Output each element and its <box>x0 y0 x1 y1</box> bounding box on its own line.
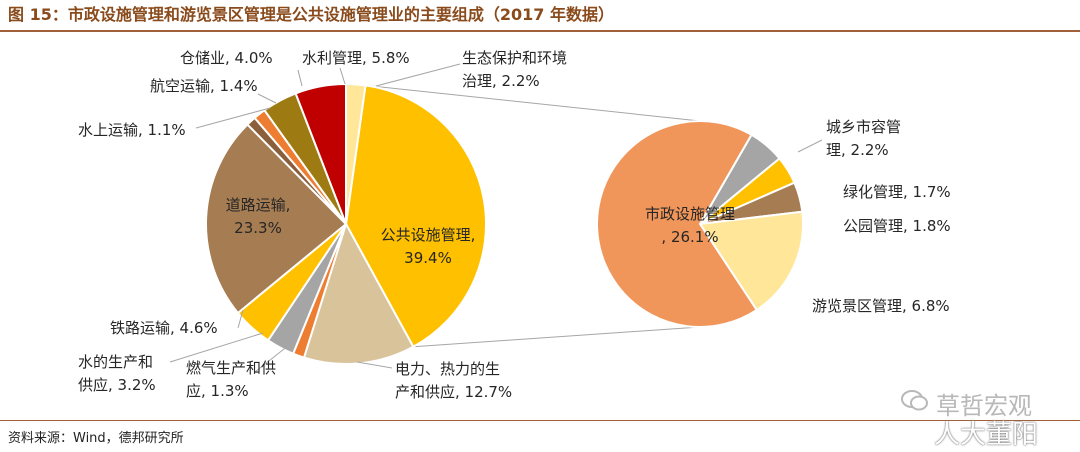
slice-游览景区管理 <box>698 210 804 312</box>
label-line: 水利管理, 5.8% <box>302 49 410 67</box>
leader-航空运输 <box>257 93 277 104</box>
slice-labels: 公共设施管理, 39.4% 电力、热力的生产和供应, 12.7% 燃气生产和供应, 1… <box>78 49 951 401</box>
label-铁路运输: 铁路运输, 4.6% <box>110 319 218 337</box>
label-line: 23.3% <box>234 219 282 237</box>
label-水上运输: 水上运输, 1.1% <box>78 121 186 139</box>
title-rule <box>0 30 1080 32</box>
label-水利管理: 水利管理, 5.8% <box>302 49 410 67</box>
leader-铁路运输 <box>237 309 244 329</box>
leader-仓储业 <box>297 69 303 87</box>
label-公园管理: 公园管理, 1.8% <box>843 217 951 235</box>
zoom-connectors <box>365 84 701 348</box>
label-生态保护和环境治理: 生态保护和环境治理, 2.2% <box>462 49 567 90</box>
label-line: 39.4% <box>404 249 452 267</box>
watermark-author: 人大董阳 <box>934 420 1039 450</box>
label-line: 城乡市容管 <box>826 118 901 136</box>
slice-市政设施管理 <box>596 120 759 328</box>
label-绿化管理: 绿化管理, 1.7% <box>843 183 951 201</box>
label-城乡市容管理: 城乡市容管理, 2.2% <box>826 118 901 159</box>
leader-燃气生产和供应 <box>254 344 290 373</box>
source-note: 资料来源：Wind，德邦研究所 <box>8 431 184 446</box>
label-line: 铁路运输, 4.6% <box>110 319 218 337</box>
leader-水利管理 <box>339 67 346 85</box>
label-line: 仓储业, 4.0% <box>180 49 273 67</box>
main-pie <box>205 82 487 365</box>
label-道路运输: 道路运输, 23.3% <box>226 196 291 237</box>
label-航空运输: 航空运输, 1.4% <box>150 77 258 95</box>
label-line: 燃气生产和供 <box>186 359 276 377</box>
label-市政设施管理: 市政设施管理 , 26.1% <box>645 205 735 246</box>
label-燃气生产和供应: 燃气生产和供应, 1.3% <box>186 359 276 400</box>
label-line: 绿化管理, 1.7% <box>843 183 951 201</box>
label-line: 治理, 2.2% <box>462 72 540 90</box>
label-line: 应, 1.3% <box>186 382 249 400</box>
label-leader-lines <box>169 63 823 373</box>
watermark-account: 草哲宏观 <box>936 392 1032 420</box>
figure-title: 图 15：市政设施管理和游览景区管理是公共设施管理业的主要组成（2017 年数据… <box>8 5 614 24</box>
connector-bottom <box>413 326 701 348</box>
label-水的生产和供应: 水的生产和供应, 3.2% <box>78 353 156 394</box>
footer-rule <box>0 420 1080 421</box>
label-游览景区管理: 游览景区管理, 6.8% <box>812 297 950 315</box>
label-line: 航空运输, 1.4% <box>150 77 258 95</box>
slice-电力-热力的生产和供应 <box>302 221 415 365</box>
label-仓储业: 仓储业, 4.0% <box>180 49 273 67</box>
label-line: 电力、热力的生 <box>395 360 500 378</box>
slice-道路运输 <box>205 123 348 315</box>
leader-水上运输 <box>195 107 271 129</box>
label-line: 生态保护和环境 <box>462 49 567 67</box>
connector-top <box>365 84 701 122</box>
leader-城乡市容管理 <box>797 139 823 153</box>
label-line: 市政设施管理 <box>645 205 735 223</box>
label-line: 产和供应, 12.7% <box>395 383 512 401</box>
slice-生态保护和环境治理 <box>345 82 367 225</box>
label-公共设施管理: 公共设施管理, 39.4% <box>381 226 476 267</box>
wechat-icon <box>901 390 928 411</box>
leader-电力-热力的生产和供应 <box>356 361 393 369</box>
label-line: , 26.1% <box>661 228 718 246</box>
label-line: 水上运输, 1.1% <box>78 121 186 139</box>
label-line: 水的生产和 <box>78 353 153 371</box>
slice-公共设施管理 <box>344 84 487 349</box>
leader-水的生产和供应 <box>169 332 264 363</box>
label-line: 道路运输, <box>226 196 291 214</box>
breakdown-pie <box>596 120 804 328</box>
label-line: 理, 2.2% <box>826 141 889 159</box>
label-line: 游览景区管理, 6.8% <box>812 297 950 315</box>
label-line: 公园管理, 1.8% <box>843 217 951 235</box>
label-line: 公共设施管理, <box>381 226 476 244</box>
leader-生态保护和环境治理 <box>375 63 461 87</box>
label-line: 供应, 3.2% <box>78 376 156 394</box>
label-电力-热力的生产和供应: 电力、热力的生产和供应, 12.7% <box>395 360 512 401</box>
